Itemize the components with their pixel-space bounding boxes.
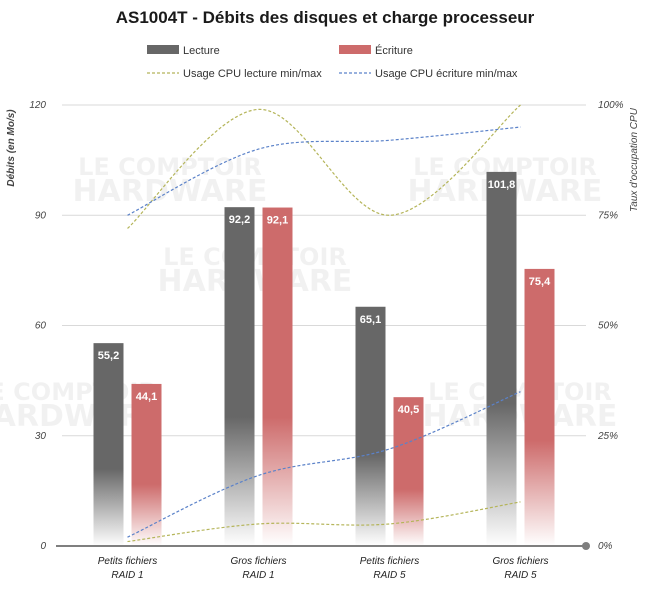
y-tick-label: 0 [40, 541, 46, 552]
y-tick-label: 90 [35, 210, 47, 221]
data-label: 92,2 [229, 214, 250, 226]
y2-tick-label: 100% [598, 100, 624, 111]
bar-lecture [355, 306, 386, 546]
x-tick-label-line2: RAID 5 [504, 570, 537, 581]
cpu-line-ecriture-max [127, 126, 521, 216]
bar-lecture [224, 207, 255, 547]
watermark-line1: LE COMPTOIR [78, 153, 262, 181]
chart-title: AS1004T - Débits des disques et charge p… [116, 8, 535, 27]
bar-ecriture [131, 383, 162, 546]
legend-item-cpu-ecriture: Usage CPU écriture min/max [339, 68, 518, 80]
watermark-line2: HARDWARE [158, 264, 353, 299]
cpu-line-ecriture-min [127, 391, 521, 538]
legend-swatch [147, 45, 179, 54]
x-tick-label-line2: RAID 5 [373, 570, 406, 581]
data-label: 40,5 [398, 404, 419, 416]
bar-ecriture [393, 397, 424, 546]
x-tick-label-line2: RAID 1 [111, 570, 143, 581]
legend: Lecture Écriture Usage CPU lecture min/max… [147, 44, 518, 80]
legend-label: Écriture [375, 44, 413, 57]
data-label: 44,1 [136, 391, 157, 403]
data-label: 92,1 [267, 215, 288, 227]
bar-ecriture [524, 268, 555, 546]
x-tick-label-line1: Petits fichiers [98, 556, 157, 567]
data-label: 65,1 [360, 314, 381, 326]
x-tick-label-line2: RAID 1 [242, 570, 274, 581]
legend-item-cpu-lecture: Usage CPU lecture min/max [147, 68, 322, 80]
y2-tick-label: 50% [598, 321, 618, 332]
data-labels: 55,2 92,2 65,1 101,8 44,1 92,1 40,5 75,4 [98, 179, 551, 416]
bar-ecriture [262, 207, 293, 546]
x-tick-label-line1: Gros fichiers [230, 556, 286, 567]
legend-item-ecriture: Écriture [339, 44, 413, 57]
watermark-line1: LE COMPTOIR [163, 243, 347, 271]
data-label: 101,8 [488, 179, 516, 191]
x-tick-label-line1: Petits fichiers [360, 556, 419, 567]
cpu-line-lecture-max [127, 104, 521, 229]
legend-swatch [339, 45, 371, 54]
cpu-lines [127, 104, 521, 543]
cpu-line-lecture-min [127, 501, 521, 543]
y-axis-left: 0 30 60 90 120 [29, 100, 46, 552]
data-label: 75,4 [529, 276, 551, 288]
y2-tick-label: 75% [598, 210, 618, 221]
x-axis: Petits fichiers RAID 1 Gros fichiers RAID 1… [56, 542, 590, 581]
y-axis-right: 0% 25% 50% 75% 100% [597, 100, 624, 552]
data-label: 55,2 [98, 350, 119, 362]
watermark-line2: HARDWARE [423, 399, 618, 434]
bars [93, 171, 555, 547]
y2-tick-label: 25% [597, 431, 618, 442]
x-tick-label-line1: Gros fichiers [492, 556, 548, 567]
legend-label: Lecture [183, 45, 220, 57]
y2-tick-label: 0% [598, 541, 613, 552]
bar-lecture [486, 171, 517, 546]
y-tick-label: 60 [35, 321, 47, 332]
legend-item-lecture: Lecture [147, 45, 220, 57]
watermark-line2: HARDWARE [73, 174, 268, 209]
legend-label: Usage CPU écriture min/max [375, 68, 518, 80]
legend-label: Usage CPU lecture min/max [183, 68, 322, 80]
y-tick-label: 120 [29, 100, 46, 111]
y-axis-title: Débits (en Mo/s) [6, 109, 17, 187]
x-axis-end-dot [582, 542, 590, 550]
y2-axis-title: Taux d'occupation CPU [629, 107, 640, 212]
watermark-line1: LE COMPTOIR [0, 378, 157, 406]
bar-lecture [93, 343, 124, 546]
y-tick-label: 30 [35, 431, 47, 442]
